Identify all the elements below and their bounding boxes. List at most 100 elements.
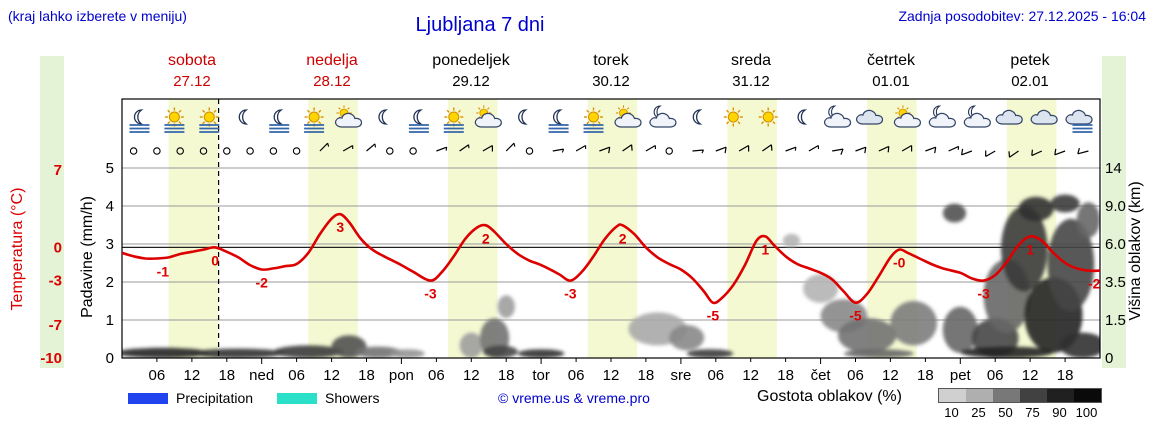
temp-value-label: -5: [849, 308, 862, 324]
cloud-density-scale-value: 100: [1075, 405, 1098, 420]
weather-icon-moon-fog: [269, 109, 290, 133]
svg-text:18: 18: [498, 367, 515, 384]
calm-wind-icon: [176, 147, 184, 155]
cloud-density-swatch-90: [1047, 389, 1074, 402]
wind-barb: [599, 146, 611, 154]
cloud-density-swatch-25: [966, 389, 993, 402]
weather-icons-row: [129, 105, 1093, 133]
svg-text:12: 12: [1022, 367, 1039, 384]
cloud-density-swatch-50: [993, 389, 1020, 402]
weather-icon-moon: [378, 109, 389, 125]
wind-barb: [832, 148, 844, 155]
page-title: Ljubljana 7 dni: [415, 14, 545, 36]
calm-wind-icon: [292, 147, 301, 155]
wind-barb: [808, 144, 819, 152]
cloud-density-swatch-10: [939, 389, 966, 402]
temp-value-label: 3: [336, 219, 344, 235]
wind-barb: [366, 143, 377, 152]
cloud-density-legend-label: Gostota oblakov (%): [757, 388, 902, 405]
svg-text:12: 12: [463, 367, 480, 384]
svg-text:2: 2: [106, 274, 114, 291]
temperature-curve: [122, 212, 1100, 305]
day-date: 29.12: [452, 73, 490, 90]
daylight-band: [727, 99, 777, 358]
temp-value-label: -1: [157, 264, 170, 280]
temp-value-label: -5: [707, 308, 720, 324]
wind-barb: [715, 146, 727, 154]
temp-value-label: -2: [255, 275, 268, 291]
temp-value-label: 2: [619, 230, 627, 246]
wind-barb: [961, 148, 973, 156]
precipitation-legend-swatch: [128, 393, 168, 404]
svg-text:18: 18: [917, 367, 934, 384]
wind-barb: [1008, 150, 1019, 158]
temp-value-label: 0: [211, 252, 219, 268]
temp-value-label: -2: [1088, 276, 1101, 292]
day-name: torek: [593, 52, 629, 69]
svg-text:sre: sre: [670, 367, 691, 384]
day-date: 31.12: [732, 73, 770, 90]
weather-icon-sun-fog: [304, 107, 325, 133]
wind-barb: [901, 144, 913, 152]
cloud-density-scale-value: 10: [944, 405, 959, 420]
weather-icon-moon: [238, 109, 249, 125]
day-header-nedelja: nedelja 28.12: [262, 52, 402, 90]
svg-text:0: 0: [54, 239, 62, 256]
gridlines: [122, 167, 1100, 321]
cloud-density-scale-value: 50: [998, 405, 1013, 420]
wind-barb: [575, 144, 587, 152]
wind-barb: [552, 148, 565, 153]
wind-barb: [1077, 147, 1089, 155]
svg-text:06: 06: [847, 367, 864, 384]
svg-text:18: 18: [1057, 367, 1074, 384]
wind-barb: [1054, 148, 1066, 156]
svg-text:0: 0: [1105, 350, 1113, 367]
svg-text:3.5: 3.5: [1105, 274, 1126, 291]
wind-barb: [762, 144, 773, 152]
wind-barb: [925, 146, 937, 154]
day-name: sreda: [730, 52, 772, 69]
svg-text:-10: -10: [40, 350, 62, 367]
weather-icon-moon-cloud: [963, 105, 991, 128]
wind-barb: [622, 144, 633, 152]
cloud-density-scale-value: 75: [1025, 405, 1040, 420]
daylight-band: [308, 99, 358, 358]
cloud-density-swatch-100: [1074, 389, 1101, 402]
svg-text:9.0: 9.0: [1105, 198, 1126, 215]
temp-value-label: -3: [564, 286, 577, 302]
calm-wind-icon: [525, 147, 534, 155]
svg-text:6.0: 6.0: [1105, 236, 1126, 253]
showers-legend-label: Showers: [325, 390, 380, 406]
weather-icon-sun: [758, 107, 778, 127]
copyright-link[interactable]: © vreme.us & vreme.pro: [498, 390, 650, 406]
svg-text:18: 18: [218, 367, 235, 384]
calm-wind-icon: [129, 147, 138, 155]
svg-text:12: 12: [882, 367, 899, 384]
day-header-ponedeljek: ponedeljek 29.12: [401, 52, 541, 90]
svg-text:06: 06: [707, 367, 724, 384]
showers-legend-swatch: [277, 393, 317, 404]
weather-icon-moon-cloud: [649, 105, 677, 128]
temperature-axis-label: Temperatura (°C): [9, 187, 26, 311]
wind-barb: [342, 144, 354, 152]
calm-wind-icon: [409, 147, 417, 155]
temperature-labels: -1 0 -2 3 -3 2 -3 2 -5 1 -5 -0 -3 1 -2: [157, 219, 1101, 324]
weather-icon-moon: [518, 109, 528, 125]
day-date: 28.12: [313, 73, 351, 90]
left-axis-band: [40, 56, 64, 368]
cloud-density-scale: [938, 388, 1102, 403]
svg-text:1: 1: [106, 312, 114, 329]
wind-barb: [319, 142, 330, 152]
day-name: sobota: [167, 52, 217, 69]
svg-text:čet: čet: [811, 367, 832, 384]
weather-icon-sun-fog: [164, 107, 185, 133]
svg-text:3: 3: [106, 236, 114, 253]
day-date: 02.01: [1011, 73, 1049, 90]
svg-text:12: 12: [742, 367, 759, 384]
wind-barb: [692, 149, 704, 154]
daylight-band: [168, 99, 219, 358]
precipitation-legend-label: Precipitation: [176, 390, 254, 406]
temp-value-label: 2: [482, 230, 490, 246]
svg-text:tor: tor: [532, 367, 550, 384]
